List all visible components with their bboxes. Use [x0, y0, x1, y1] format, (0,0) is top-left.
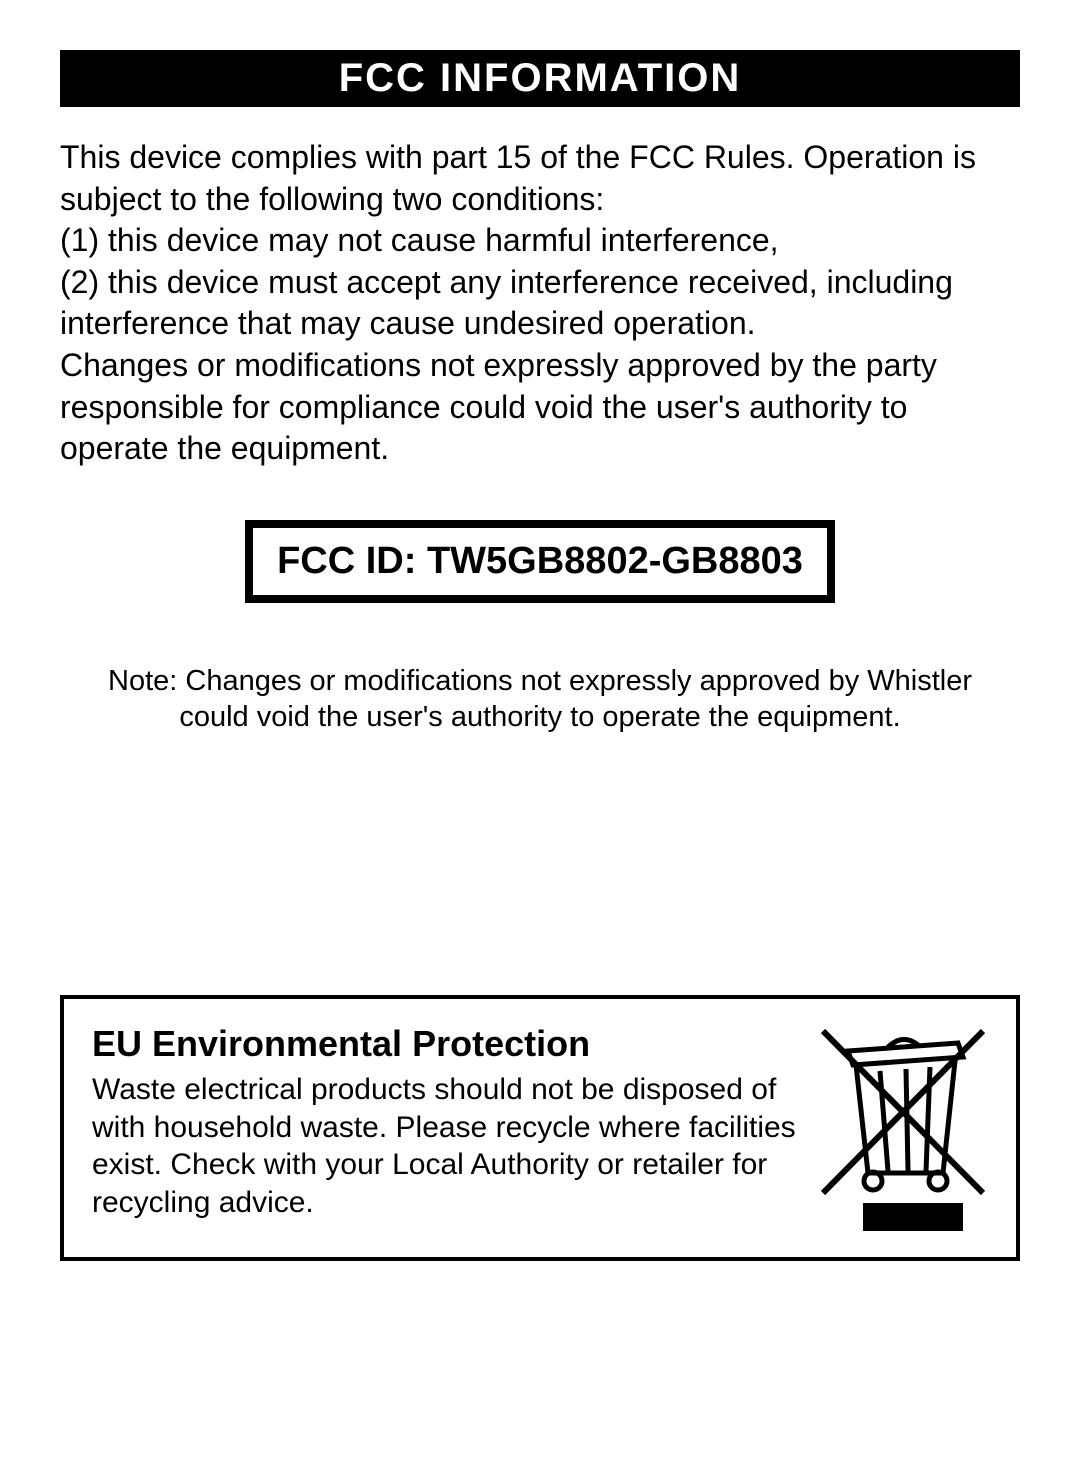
modification-note: Note: Changes or modifications not expre… — [60, 663, 1020, 736]
weee-bin-icon — [818, 1023, 988, 1233]
eu-heading: EU Environmental Protection — [92, 1023, 808, 1065]
eu-text-column: EU Environmental Protection Waste electr… — [92, 1023, 808, 1221]
section-header: FCC INFORMATION — [60, 50, 1020, 107]
eu-body-text: Waste electrical products should not be … — [92, 1071, 808, 1221]
eu-environmental-box: EU Environmental Protection Waste electr… — [60, 995, 1020, 1261]
fcc-compliance-text: This device complies with part 15 of the… — [60, 137, 1020, 470]
fcc-id-box: FCC ID: TW5GB8802-GB8803 — [245, 520, 835, 603]
